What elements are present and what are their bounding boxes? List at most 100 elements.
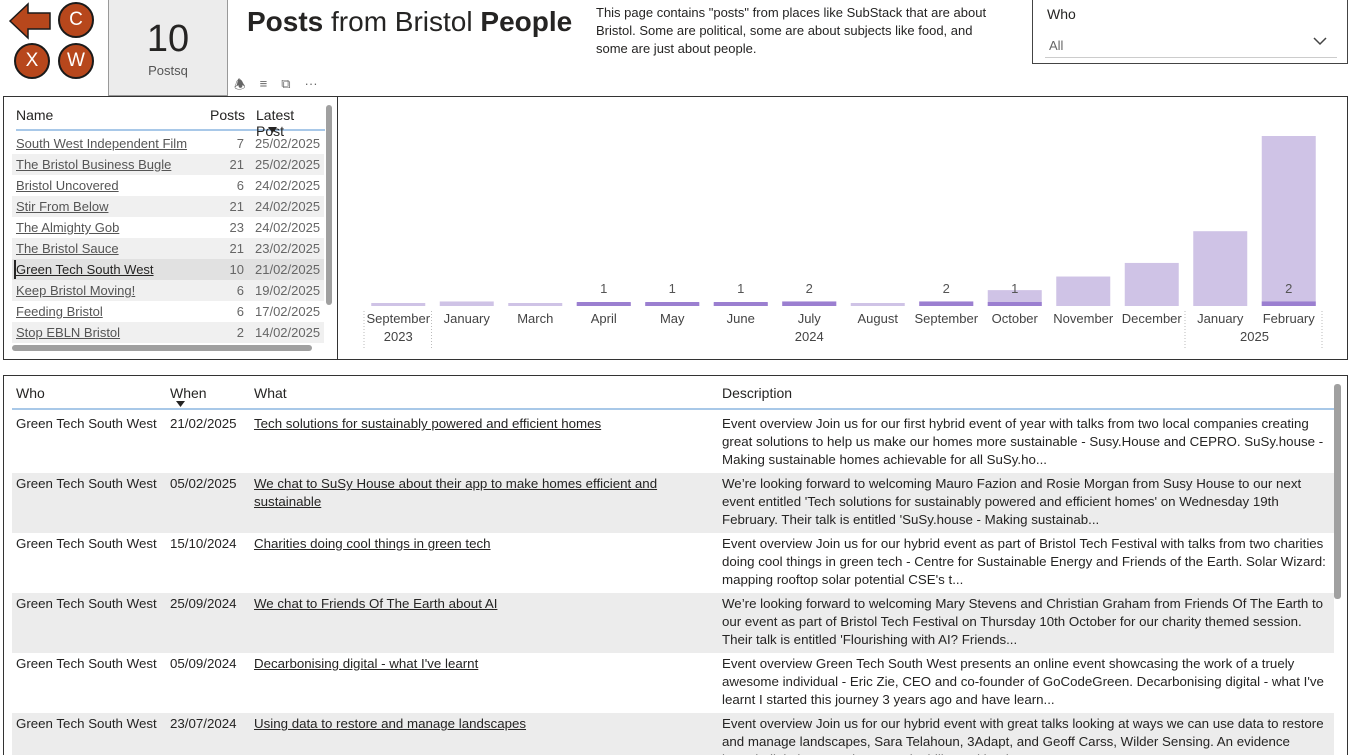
posts-vertical-scrollbar[interactable] (1334, 384, 1341, 599)
posts-count: 6 (236, 283, 244, 298)
names-table-row[interactable]: Feeding Bristol 6 17/02/2025 (12, 301, 324, 322)
posts-count: 21 (229, 241, 244, 256)
data-label: 1 (669, 281, 676, 296)
post-description: Event overview Join us for our first hyb… (722, 416, 1324, 467)
sort-descending-icon (176, 401, 185, 407)
posts-table-row[interactable]: Green Tech South West 05/09/2024 Decarboni… (12, 653, 1334, 713)
x-tick-label: December (1122, 311, 1183, 326)
name-link[interactable]: Keep Bristol Moving! (16, 283, 136, 298)
name-link[interactable]: The Bristol Sauce (16, 241, 119, 256)
name-link[interactable]: The Bristol Business Bugle (16, 157, 172, 172)
bell-icon[interactable]: 🕭 (234, 77, 246, 92)
post-who: Green Tech South West (16, 536, 157, 551)
bar-selected[interactable] (713, 302, 768, 306)
name-link[interactable]: Bristol Uncovered (16, 178, 119, 193)
bar-all-posts[interactable] (1261, 136, 1316, 306)
post-when: 23/07/2024 (170, 716, 237, 731)
name-link[interactable]: Stir From Below (16, 199, 109, 214)
names-table-row[interactable]: Bristol Uncovered 6 24/02/2025 (12, 175, 324, 196)
latest-post-date: 21/02/2025 (255, 262, 321, 277)
post-when: 05/02/2025 (170, 476, 237, 491)
bar-all-posts[interactable] (850, 303, 905, 306)
column-header-when[interactable]: When (170, 385, 207, 401)
x-tick-label: July (798, 311, 822, 326)
bar-selected[interactable] (1261, 301, 1316, 306)
year-label: 2025 (1240, 329, 1269, 344)
column-header-name[interactable]: Name (16, 107, 54, 123)
x-button-label: X (25, 50, 39, 71)
posts-count: 6 (236, 304, 244, 319)
names-table-row[interactable]: Stop EBLN Bristol 2 14/02/2025 (12, 322, 324, 343)
bar-selected[interactable] (576, 302, 631, 306)
name-link[interactable]: Feeding Bristol (16, 304, 103, 319)
name-link[interactable]: Stop EBLN Bristol (16, 325, 121, 340)
post-title-link[interactable]: Using data to restore and manage landsca… (254, 716, 527, 731)
posts-table-row[interactable]: Green Tech South West 05/02/2025 We chat t… (12, 473, 1334, 533)
posts-by-month-chart: September January March 1 April 1 May 1 June 2 Jul… (338, 96, 1348, 360)
x-tick-label: October (992, 311, 1039, 326)
bar-all-posts[interactable] (371, 303, 426, 306)
slicer-selected-value: All (1049, 38, 1064, 53)
post-title-link[interactable]: We chat to SuSy House about their app to… (254, 476, 658, 509)
names-table-row[interactable]: The Bristol Business Bugle 21 25/02/2025 (12, 154, 324, 175)
back-button[interactable] (8, 2, 52, 40)
post-description: Event overview Join us for our hybrid ev… (722, 536, 1326, 587)
column-header-who[interactable]: Who (16, 385, 45, 401)
bar-selected[interactable] (782, 301, 837, 306)
bar-all-posts[interactable] (1056, 276, 1111, 306)
name-link[interactable]: South West Independent Film (16, 136, 188, 151)
x-button[interactable]: X (14, 43, 50, 79)
focus-mode-icon[interactable]: ⧉ (281, 76, 291, 91)
names-table-row[interactable]: The Almighty Gob 23 24/02/2025 (12, 217, 324, 238)
column-header-posts[interactable]: Posts (210, 107, 246, 123)
names-table-row[interactable]: Keep Bristol Moving! 6 19/02/2025 (12, 280, 324, 301)
data-label: 2 (1285, 281, 1292, 296)
bar-all-posts[interactable] (508, 303, 563, 306)
column-header-description[interactable]: Description (722, 385, 793, 401)
post-title-link[interactable]: Tech solutions for sustainably powered a… (254, 416, 602, 431)
bar-selected[interactable] (645, 302, 700, 306)
back-arrow-icon (8, 2, 51, 40)
year-label: 2023 (384, 329, 413, 344)
name-link[interactable]: The Almighty Gob (16, 220, 120, 235)
posts-table-row[interactable]: Green Tech South West 23/07/2024 Using dat… (12, 713, 1334, 755)
names-table-row[interactable]: South West Independent Film 7 25/02/2025 (12, 133, 324, 154)
x-tick-label: August (858, 311, 899, 326)
data-label: 1 (600, 281, 607, 296)
data-label: 1 (1011, 281, 1018, 296)
posts-count-card[interactable]: 10 Postsq (108, 0, 228, 96)
c-button[interactable]: C (58, 2, 94, 38)
filter-icon[interactable]: ≡ (259, 76, 268, 91)
names-horizontal-scrollbar[interactable] (12, 345, 312, 351)
post-title-link[interactable]: We chat to Friends Of The Earth about AI (254, 596, 498, 611)
posts-table-row[interactable]: Green Tech South West 21/02/2025 Tech solu… (12, 413, 1334, 473)
posts-table-row[interactable]: Green Tech South West 25/09/2024 We chat t… (12, 593, 1334, 653)
x-tick-label: June (727, 311, 755, 326)
data-label: 1 (737, 281, 744, 296)
names-table-row[interactable]: Stir From Below 21 24/02/2025 (12, 196, 324, 217)
column-header-latest-post[interactable]: Latest Post (256, 107, 295, 139)
bar-selected[interactable] (987, 302, 1042, 306)
post-when: 25/09/2024 (170, 596, 237, 611)
bar-all-posts[interactable] (1124, 262, 1179, 306)
post-when: 21/02/2025 (170, 416, 237, 431)
bar-selected[interactable] (919, 301, 974, 306)
w-button[interactable]: W (58, 43, 94, 79)
names-vertical-scrollbar[interactable] (326, 105, 332, 305)
more-options-icon[interactable]: ··· (304, 76, 318, 91)
x-tick-label: April (591, 311, 617, 326)
name-link[interactable]: Green Tech South West (16, 262, 154, 277)
posts-count: 21 (229, 199, 244, 214)
names-table-row[interactable]: Green Tech South West 10 21/02/2025 (12, 259, 324, 280)
posts-table-row[interactable]: Green Tech South West 15/10/2024 Charities… (12, 533, 1334, 593)
latest-post-date: 25/02/2025 (255, 136, 321, 151)
who-dropdown[interactable]: All (1045, 30, 1337, 58)
bar-all-posts[interactable] (1193, 231, 1248, 306)
column-header-what[interactable]: What (254, 385, 287, 401)
names-table-row[interactable]: The Bristol Sauce 21 23/02/2025 (12, 238, 324, 259)
post-title-link[interactable]: Charities doing cool things in green tec… (254, 536, 491, 551)
bar-all-posts[interactable] (439, 301, 494, 306)
post-who: Green Tech South West (16, 656, 157, 671)
x-tick-label: February (1263, 311, 1316, 326)
post-title-link[interactable]: Decarbonising digital - what I've learnt (254, 656, 479, 671)
